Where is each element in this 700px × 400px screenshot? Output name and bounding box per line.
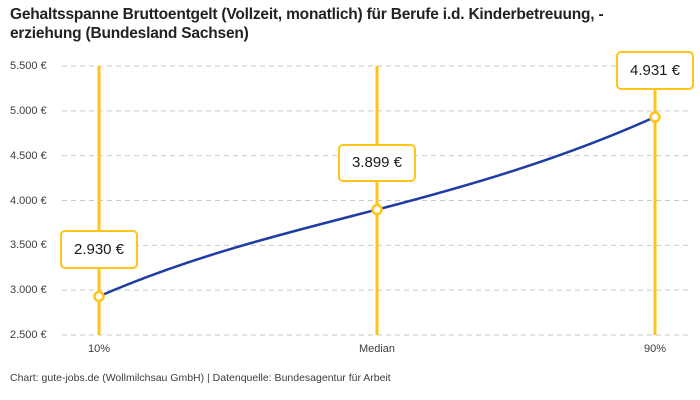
data-point-marker — [371, 203, 383, 216]
y-axis-tick-label: 5.500 € — [10, 60, 47, 72]
y-axis-tick-label: 5.000 € — [10, 104, 47, 117]
x-axis-tick-label: 90% — [643, 343, 667, 355]
y-axis-tick-label: 3.500 € — [10, 239, 47, 252]
value-label-box: 2.930 € — [59, 230, 139, 269]
data-point-marker — [649, 111, 661, 123]
y-axis-tick-label: 4.000 € — [10, 194, 47, 207]
data-point-marker — [93, 290, 105, 303]
y-axis-tick-label: 2.500 € — [10, 329, 47, 341]
chart-title: Gehaltsspanne Bruttoentgelt (Vollzeit, m… — [10, 5, 696, 43]
y-axis-tick-label: 3.000 € — [10, 284, 47, 297]
value-label-box: 4.931 € — [615, 51, 695, 90]
chart-footer-attribution: Chart: gute-jobs.de (Wollmilchsau GmbH) … — [10, 372, 391, 384]
chart-title-line1: Gehaltsspanne Bruttoentgelt (Vollzeit, m… — [10, 6, 604, 23]
x-axis-tick-label: 10% — [87, 343, 111, 355]
x-axis-tick-label: Median — [358, 343, 396, 355]
value-label-box: 3.899 € — [337, 143, 417, 183]
y-axis-tick-label: 4.500 € — [10, 149, 47, 162]
chart-title-line2: erziehung (Bundesland Sachsen) — [10, 25, 249, 42]
